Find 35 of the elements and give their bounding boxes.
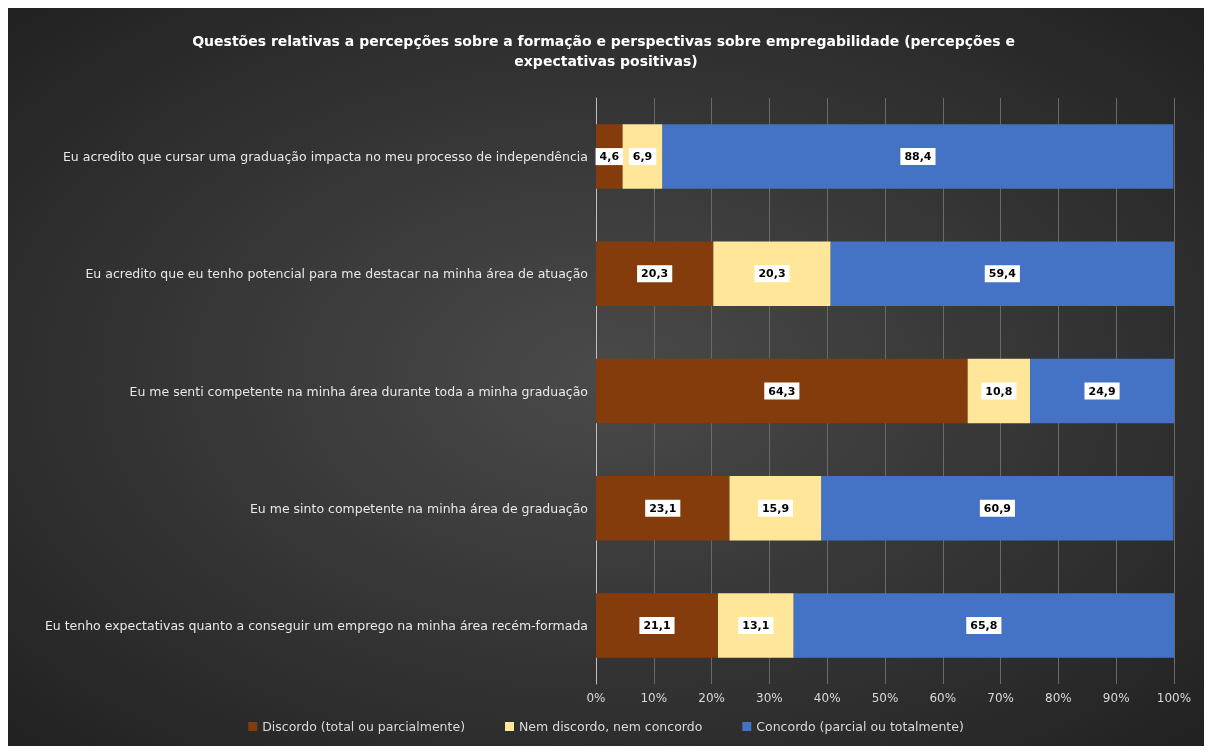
y-tick-label: Eu me senti competente na minha área durante toda a minha graduação <box>129 383 588 399</box>
x-tick-label: 30% <box>756 691 783 705</box>
data-label: 23,1 <box>649 501 677 515</box>
legend-label: Discordo (total ou parcialmente) <box>262 719 466 734</box>
data-label: 6,9 <box>632 150 653 164</box>
data-label: 64,3 <box>768 384 796 398</box>
data-label: 24,9 <box>1088 384 1116 398</box>
legend-label: Concordo (parcial ou totalmente) <box>756 719 964 734</box>
data-label: 4,6 <box>599 150 620 164</box>
y-tick-label: Eu acredito que cursar uma graduação impacta no meu processo de independência <box>62 149 588 165</box>
chart-title: Questões relativas a percepções sobre a formação e perspectivas sobre empregabilidade (percepções e expectativas positivas) <box>192 33 1020 69</box>
data-label: 60,9 <box>983 501 1011 515</box>
data-label: 65,8 <box>970 618 998 632</box>
y-tick-label: Eu acredito que eu tenho potencial para me destacar na minha área de atuação <box>85 266 588 282</box>
x-tick-label: 80% <box>1045 691 1072 705</box>
x-tick-label: 20% <box>698 691 725 705</box>
data-label: 20,3 <box>641 267 669 281</box>
data-label: 20,3 <box>758 267 786 281</box>
data-label: 21,1 <box>643 618 671 632</box>
data-label: 10,8 <box>985 384 1013 398</box>
legend-label: Nem discordo, nem concordo <box>519 719 703 734</box>
x-tick-label: 60% <box>929 691 957 705</box>
x-tick-label: 40% <box>813 691 841 705</box>
x-tick-label: 50% <box>871 691 899 705</box>
y-tick-label: Eu tenho expectativas quanto a conseguir um emprego na minha área recém-formada <box>44 617 588 633</box>
data-label: 13,1 <box>742 618 770 632</box>
x-tick-label: 0% <box>586 691 606 705</box>
data-label: 59,4 <box>988 267 1017 281</box>
x-tick-label: 90% <box>1102 691 1130 705</box>
x-tick-label: 70% <box>987 691 1014 705</box>
x-tick-label: 10% <box>640 691 668 705</box>
data-label: 88,4 <box>904 150 932 164</box>
data-label: 15,9 <box>761 501 790 515</box>
y-tick-label: Eu me sinto competente na minha área de graduação <box>249 500 588 516</box>
x-tick-label: 100% <box>1156 691 1192 705</box>
